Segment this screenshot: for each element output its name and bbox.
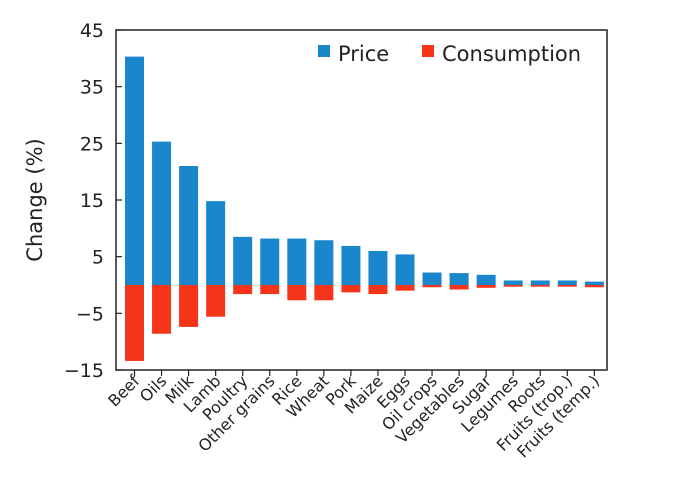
consumption-bar-rice bbox=[287, 285, 307, 301]
y-tick-label: 5 bbox=[92, 247, 104, 269]
price-bar-oil-crops bbox=[422, 272, 442, 285]
price-bar-eggs bbox=[395, 254, 415, 285]
price-bar-rice bbox=[287, 238, 307, 285]
consumption-bar-sugar bbox=[476, 285, 496, 288]
consumption-bar-lamb bbox=[206, 285, 226, 317]
y-tick-label: 35 bbox=[80, 77, 104, 99]
legend-swatch-price bbox=[318, 45, 330, 57]
price-bar-sugar bbox=[476, 274, 496, 285]
price-bar-wheat bbox=[314, 240, 334, 285]
price-bar-fruits-temp bbox=[584, 281, 604, 285]
consumption-bar-other-grains bbox=[260, 285, 280, 295]
consumption-bar-eggs bbox=[395, 285, 415, 291]
consumption-bar-oil-crops bbox=[422, 285, 442, 288]
consumption-bar-pork bbox=[341, 285, 361, 293]
price-bar-pork bbox=[341, 245, 361, 285]
consumption-bar-fruits-trop bbox=[557, 285, 577, 287]
consumption-bar-oils bbox=[152, 285, 172, 334]
y-tick-label: −15 bbox=[64, 360, 104, 382]
y-axis: −15 −5 5 15 25 35 45 bbox=[64, 20, 122, 382]
price-bar-vegetables bbox=[449, 273, 469, 285]
price-bar-other-grains bbox=[260, 238, 280, 285]
price-bar-lamb bbox=[206, 201, 226, 285]
consumption-bar-beef bbox=[125, 285, 144, 361]
consumption-bar-vegetables bbox=[449, 285, 469, 290]
y-tick-label: 15 bbox=[80, 190, 104, 212]
legend-label-consumption: Consumption bbox=[442, 42, 581, 66]
price-bar-poultry bbox=[233, 236, 253, 285]
legend-label-price: Price bbox=[338, 42, 389, 66]
price-bar-legumes bbox=[503, 280, 523, 285]
consumption-bar-wheat bbox=[314, 285, 334, 301]
y-axis-title: Change (%) bbox=[23, 138, 47, 261]
consumption-bar-poultry bbox=[233, 285, 253, 295]
consumption-bar-maize bbox=[368, 285, 388, 295]
price-bar-milk bbox=[179, 166, 199, 285]
y-tick-label: 45 bbox=[80, 20, 104, 42]
price-bar-maize bbox=[368, 251, 388, 285]
x-tick-label: Oils bbox=[136, 371, 171, 406]
consumption-bar-fruits-temp bbox=[584, 285, 604, 288]
bars-group bbox=[125, 56, 604, 361]
legend-swatch-consumption bbox=[422, 45, 434, 57]
y-tick-label: −5 bbox=[76, 303, 104, 325]
consumption-bar-legumes bbox=[503, 285, 523, 287]
consumption-bar-roots bbox=[530, 285, 550, 287]
y-tick-label: 25 bbox=[80, 133, 104, 155]
legend: Price Consumption bbox=[318, 42, 581, 66]
price-bar-roots bbox=[530, 280, 550, 285]
consumption-bar-milk bbox=[179, 285, 199, 327]
price-bar-beef bbox=[125, 56, 144, 285]
price-bar-fruits-trop bbox=[557, 280, 577, 285]
price-bar-oils bbox=[152, 141, 172, 285]
